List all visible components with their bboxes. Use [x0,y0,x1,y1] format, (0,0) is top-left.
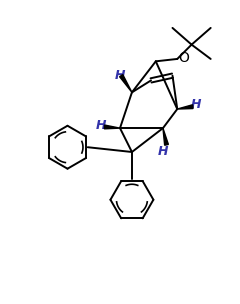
Polygon shape [163,128,168,145]
Text: H: H [96,119,106,132]
Text: H: H [191,98,202,111]
Polygon shape [177,105,193,109]
Polygon shape [120,74,132,92]
Polygon shape [104,125,120,129]
Text: O: O [179,51,189,65]
Text: H: H [115,69,125,82]
Text: H: H [158,146,168,158]
